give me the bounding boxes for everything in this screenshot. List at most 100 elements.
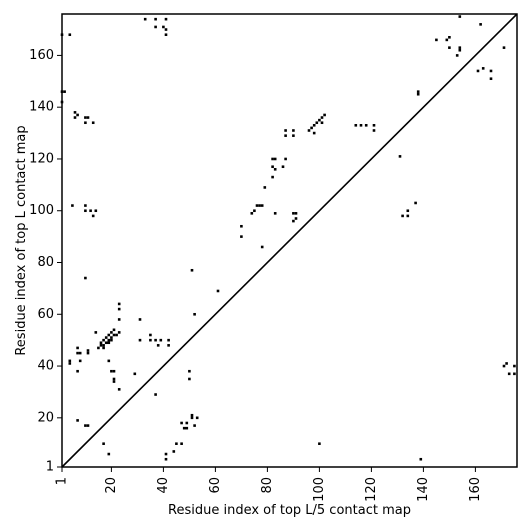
contact-cell	[172, 450, 176, 453]
contact-cell	[435, 38, 438, 42]
contact-cell	[281, 165, 285, 169]
contact-cell	[448, 36, 451, 39]
contact-cell	[86, 349, 90, 352]
contact-cell	[182, 426, 186, 430]
contact-cell	[416, 90, 420, 93]
contact-cell	[94, 209, 98, 213]
contact-cell	[185, 426, 189, 430]
contact-cell	[76, 351, 79, 355]
contact-cell	[312, 124, 316, 127]
contact-cell	[320, 116, 324, 119]
contact-cell	[112, 333, 116, 337]
contact-cell	[112, 380, 116, 383]
contact-cell	[292, 219, 295, 223]
contact-cell	[489, 77, 493, 81]
contact-cell	[164, 457, 168, 461]
contact-cell	[154, 338, 157, 342]
contact-cell	[99, 344, 103, 347]
x-tick-label: 1	[55, 477, 70, 485]
contact-cell	[271, 157, 274, 161]
contact-cell	[193, 312, 196, 316]
contact-cell	[117, 302, 121, 306]
contact-cell	[180, 421, 183, 425]
contact-cell	[167, 338, 170, 342]
contact-cell	[162, 25, 165, 29]
contact-cell	[455, 54, 459, 57]
contact-cell	[502, 364, 506, 368]
contact-cell	[292, 212, 295, 215]
contact-cell	[84, 276, 87, 280]
contact-cell	[271, 175, 274, 179]
contact-cell	[84, 121, 87, 125]
contact-cell	[102, 346, 105, 350]
contact-cell	[149, 338, 152, 342]
contact-cell	[294, 212, 298, 215]
contact-cell	[68, 33, 72, 36]
contact-cell	[240, 235, 243, 238]
plot-frame	[61, 13, 518, 468]
contact-cell	[76, 346, 79, 350]
contact-cell	[479, 23, 482, 26]
contact-cell	[117, 318, 121, 321]
y-tick-label: 60	[37, 307, 54, 322]
contact-cell	[359, 124, 363, 127]
contact-cell	[260, 245, 264, 249]
contact-cell	[513, 372, 516, 376]
contact-cell	[185, 421, 189, 425]
contact-cell	[107, 452, 111, 456]
contact-cell	[364, 124, 368, 127]
contact-cell	[188, 369, 191, 373]
contact-cell	[76, 419, 79, 422]
x-tick-label: 160	[468, 477, 483, 502]
contact-cell	[104, 341, 108, 345]
contact-cell	[104, 336, 108, 339]
y-tick-label: 100	[29, 203, 54, 218]
contact-cell	[117, 388, 121, 391]
contact-cell	[175, 442, 178, 445]
contact-cell	[416, 92, 420, 96]
contact-cell	[502, 46, 506, 49]
contact-cell	[294, 217, 298, 220]
contact-cell	[154, 25, 157, 29]
x-tick-label: 40	[156, 477, 171, 494]
y-tick-label: 80	[37, 255, 54, 270]
y-tick-label: 120	[29, 151, 54, 166]
contact-cell	[419, 457, 423, 461]
y-tick-label: 1	[46, 460, 54, 475]
contact-cell	[401, 214, 404, 218]
x-tick-label: 100	[312, 477, 327, 502]
x-tick-label: 20	[104, 477, 119, 494]
contact-cell	[167, 344, 170, 347]
contact-cell	[99, 341, 103, 345]
contact-cell	[110, 369, 113, 373]
contact-cell	[489, 69, 493, 73]
contact-cell	[112, 328, 116, 332]
contact-cell	[94, 331, 98, 334]
contact-cell	[133, 372, 137, 376]
contact-cell	[318, 442, 321, 445]
contact-cell	[190, 268, 194, 272]
diagonal-line	[61, 13, 518, 468]
contact-cell	[481, 67, 485, 70]
contact-cell	[84, 424, 87, 427]
x-tick-label: 60	[208, 477, 223, 494]
contact-cell	[84, 116, 87, 119]
contact-cell	[71, 204, 74, 207]
y-tick-label: 160	[29, 48, 54, 63]
y-tick-label: 140	[29, 100, 54, 115]
contact-cell	[68, 362, 72, 365]
contact-cell	[102, 344, 105, 347]
contact-cell	[406, 214, 410, 218]
contact-cell	[78, 351, 82, 355]
contact-cell	[73, 116, 77, 119]
contact-cell	[138, 318, 142, 321]
contact-cell	[164, 17, 168, 21]
contact-cell	[253, 209, 256, 213]
contact-cell	[86, 116, 90, 119]
contact-cell	[260, 204, 264, 207]
contact-cell	[284, 129, 287, 132]
contact-cell	[76, 369, 79, 373]
contact-cell	[354, 124, 358, 127]
